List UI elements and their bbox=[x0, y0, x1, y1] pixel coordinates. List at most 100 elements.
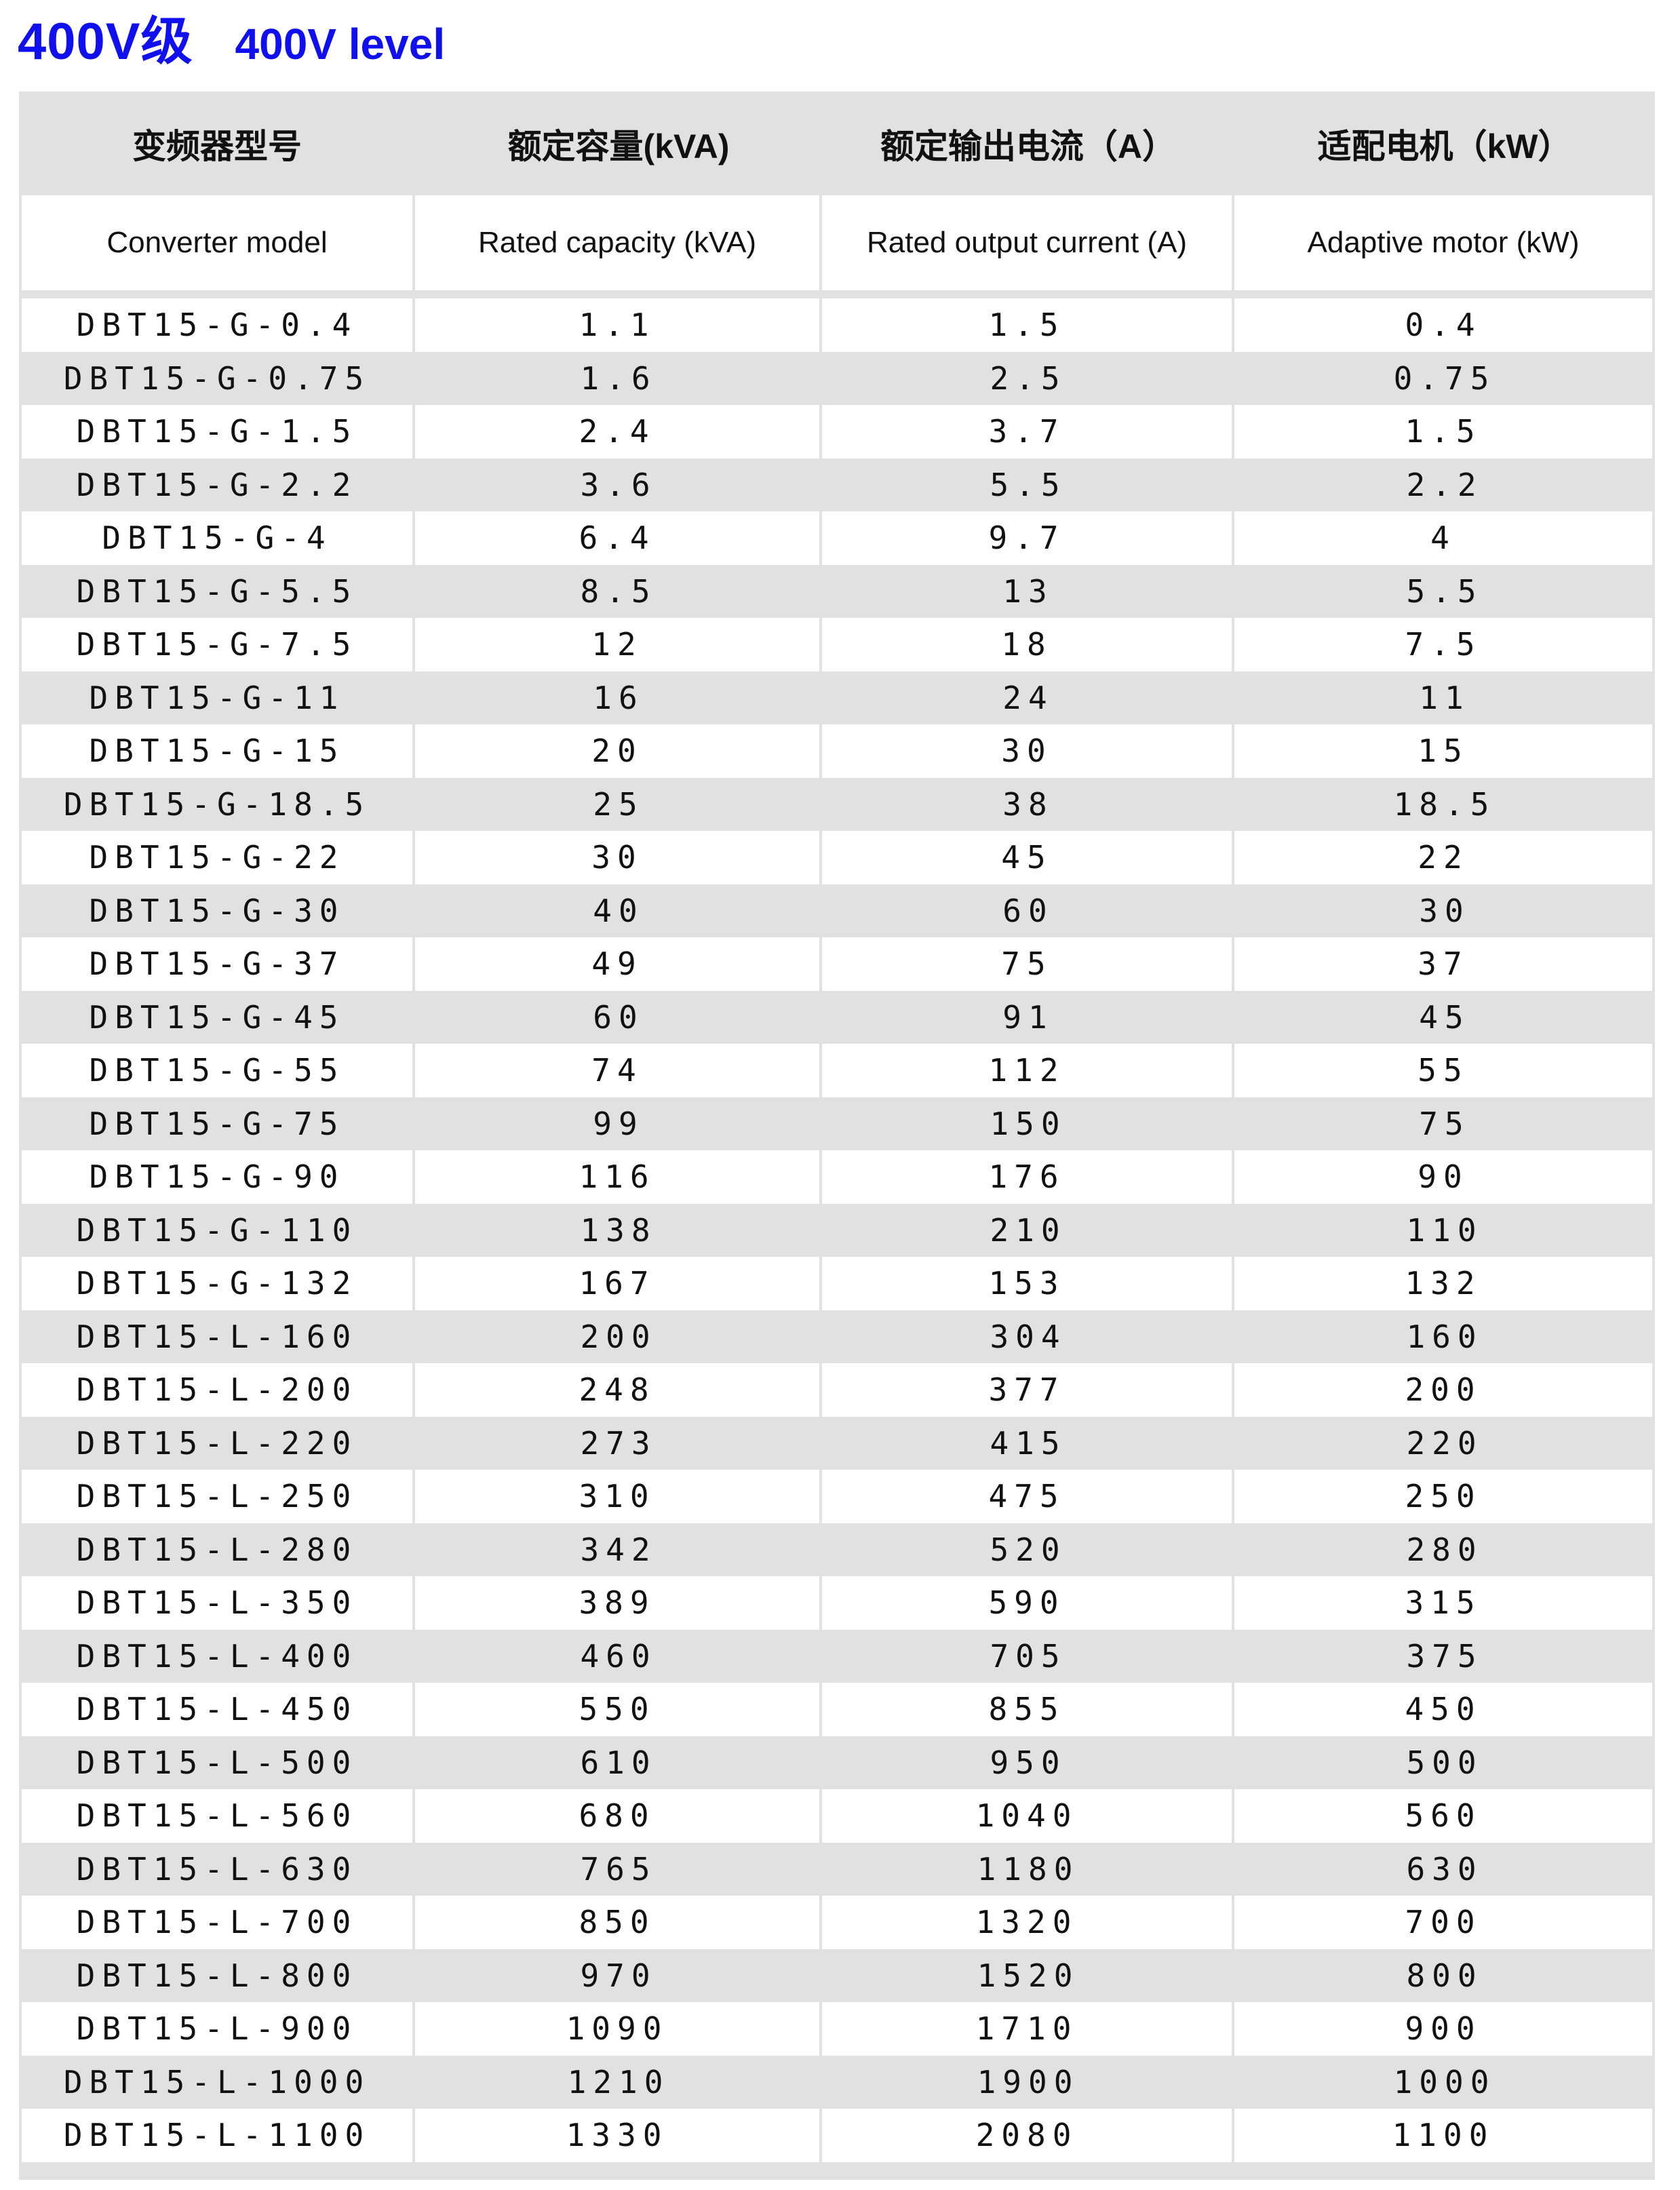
table-row: DBT15-L-900 1090 1710 900 bbox=[19, 2002, 1655, 2056]
cell-rated-capacity: 1.6 bbox=[580, 359, 657, 397]
cell-adaptive-motor: 1.5 bbox=[1234, 405, 1655, 458]
table-row: DBT15-G-18.5 25 38 18.5 bbox=[19, 777, 1655, 831]
cell-rated-output-current: 950 bbox=[990, 1744, 1067, 1781]
cell-converter-model: DBT15-L-1000 bbox=[63, 2063, 371, 2100]
cell-adaptive-motor: 15 bbox=[1234, 724, 1655, 778]
cell-converter-model: DBT15-G-132 bbox=[19, 1257, 415, 1310]
cell-adaptive-motor: 220 bbox=[1406, 1424, 1483, 1462]
cell-rated-capacity: 200 bbox=[580, 1318, 657, 1355]
cell-rated-capacity: 3.6 bbox=[580, 466, 657, 503]
cell-rated-output-current: 475 bbox=[822, 1470, 1234, 1523]
table-row: DBT15-G-37 49 75 37 bbox=[19, 937, 1655, 991]
cell-converter-model: DBT15-G-22 bbox=[19, 831, 415, 884]
cell-adaptive-motor: 30 bbox=[1419, 892, 1470, 929]
cell-rated-capacity: 765 bbox=[580, 1850, 657, 1888]
table-row: DBT15-G-55 74 112 55 bbox=[19, 1044, 1655, 1097]
cell-rated-capacity: 49 bbox=[415, 937, 822, 991]
table-row: DBT15-G-90 116 176 90 bbox=[19, 1150, 1655, 1204]
cell-adaptive-motor: 375 bbox=[1406, 1637, 1483, 1675]
cell-adaptive-motor: 55 bbox=[1234, 1044, 1655, 1097]
cell-rated-output-current: 60 bbox=[1002, 892, 1054, 929]
header-converter-model-en: Converter model bbox=[19, 195, 415, 290]
cell-rated-output-current: 1040 bbox=[822, 1789, 1234, 1843]
cell-converter-model: DBT15-G-75 bbox=[89, 1105, 345, 1142]
cell-adaptive-motor: 450 bbox=[1234, 1683, 1655, 1736]
cell-rated-output-current: 3.7 bbox=[822, 405, 1234, 458]
cell-rated-capacity: 74 bbox=[415, 1044, 822, 1097]
cell-converter-model: DBT15-L-350 bbox=[19, 1576, 415, 1630]
cell-converter-model: DBT15-L-400 bbox=[76, 1637, 358, 1675]
cell-converter-model: DBT15-G-90 bbox=[19, 1150, 415, 1204]
header-rated-output-current-en: Rated output current (A) bbox=[822, 195, 1234, 290]
cell-rated-output-current: 153 bbox=[822, 1257, 1234, 1310]
cell-rated-output-current: 75 bbox=[822, 937, 1234, 991]
cell-converter-model: DBT15-G-45 bbox=[89, 998, 345, 1036]
cell-rated-capacity: 550 bbox=[415, 1683, 822, 1736]
cell-converter-model: DBT15-L-500 bbox=[76, 1744, 358, 1781]
cell-rated-capacity: 273 bbox=[580, 1424, 657, 1462]
cell-rated-capacity: 138 bbox=[580, 1211, 657, 1249]
cell-adaptive-motor: 18.5 bbox=[1393, 785, 1496, 823]
table-row: DBT15-L-630 765 1180 630 bbox=[19, 1842, 1655, 1896]
cell-rated-output-current: 2.5 bbox=[990, 359, 1067, 397]
header-adaptive-motor-zh: 适配电机（kW） bbox=[1317, 127, 1572, 165]
cell-converter-model: DBT15-L-900 bbox=[19, 2002, 415, 2056]
cell-rated-output-current: 13 bbox=[1002, 572, 1054, 610]
table-row: DBT15-L-560 680 1040 560 bbox=[19, 1789, 1655, 1843]
table-row: DBT15-G-1.5 2.4 3.7 1.5 bbox=[19, 405, 1655, 458]
cell-rated-capacity: 2.4 bbox=[415, 405, 822, 458]
cell-rated-output-current: 1180 bbox=[977, 1850, 1080, 1888]
table-row: DBT15-L-1000 1210 1900 1000 bbox=[19, 2055, 1655, 2109]
cell-rated-capacity: 1090 bbox=[415, 2002, 822, 2056]
cell-rated-capacity: 25 bbox=[593, 785, 644, 823]
cell-rated-capacity: 60 bbox=[593, 998, 644, 1036]
table-row: DBT15-L-1100 1330 2080 1100 bbox=[19, 2109, 1655, 2162]
cell-rated-capacity: 20 bbox=[415, 724, 822, 778]
cell-converter-model: DBT15-G-110 bbox=[76, 1211, 358, 1249]
cell-rated-capacity: 99 bbox=[593, 1105, 644, 1142]
table-row: DBT15-L-250 310 475 250 bbox=[19, 1470, 1655, 1523]
cell-rated-output-current: 304 bbox=[990, 1318, 1067, 1355]
cell-converter-model: DBT15-L-560 bbox=[19, 1789, 415, 1843]
cell-rated-capacity: 310 bbox=[415, 1470, 822, 1523]
table-row: DBT15-G-75 99 150 75 bbox=[19, 1097, 1655, 1150]
cell-adaptive-motor: 22 bbox=[1234, 831, 1655, 884]
cell-adaptive-motor: 280 bbox=[1406, 1531, 1483, 1568]
cell-adaptive-motor: 560 bbox=[1234, 1789, 1655, 1843]
cell-rated-output-current: 45 bbox=[822, 831, 1234, 884]
cell-converter-model: DBT15-L-280 bbox=[76, 1531, 358, 1568]
cell-converter-model: DBT15-G-18.5 bbox=[63, 785, 371, 823]
header-adaptive-motor-en: Adaptive motor (kW) bbox=[1234, 195, 1655, 290]
cell-rated-capacity: 116 bbox=[415, 1150, 822, 1204]
cell-rated-output-current: 2080 bbox=[822, 2109, 1234, 2162]
cell-rated-output-current: 1320 bbox=[822, 1896, 1234, 1949]
table-row: DBT15-G-4 6.4 9.7 4 bbox=[19, 511, 1655, 565]
table-row: DBT15-G-30 40 60 30 bbox=[19, 884, 1655, 937]
table-row: DBT15-L-800 970 1520 800 bbox=[19, 1949, 1655, 2002]
cell-adaptive-motor: 7.5 bbox=[1234, 618, 1655, 671]
cell-rated-output-current: 91 bbox=[1002, 998, 1054, 1036]
cell-adaptive-motor: 45 bbox=[1419, 998, 1470, 1036]
cell-rated-capacity: 342 bbox=[580, 1531, 657, 1568]
cell-adaptive-motor: 1000 bbox=[1393, 2063, 1496, 2100]
cell-rated-capacity: 40 bbox=[593, 892, 644, 929]
cell-converter-model: DBT15-L-220 bbox=[76, 1424, 358, 1462]
header-separator bbox=[19, 290, 1655, 298]
cell-adaptive-motor: 160 bbox=[1406, 1318, 1483, 1355]
cell-rated-output-current: 30 bbox=[822, 724, 1234, 778]
cell-converter-model: DBT15-G-2.2 bbox=[76, 466, 358, 503]
cell-adaptive-motor: 5.5 bbox=[1406, 572, 1483, 610]
bottom-strip bbox=[19, 2162, 1655, 2180]
header-converter-model-zh: 变频器型号 bbox=[132, 127, 302, 165]
header-rated-capacity-en: Rated capacity (kVA) bbox=[415, 195, 822, 290]
cell-converter-model: DBT15-L-250 bbox=[19, 1470, 415, 1523]
cell-converter-model: DBT15-L-450 bbox=[19, 1683, 415, 1736]
cell-converter-model: DBT15-L-700 bbox=[19, 1896, 415, 1949]
cell-rated-capacity: 12 bbox=[415, 618, 822, 671]
cell-converter-model: DBT15-G-0.75 bbox=[63, 359, 371, 397]
cell-rated-capacity: 610 bbox=[580, 1744, 657, 1781]
cell-rated-capacity: 1330 bbox=[415, 2109, 822, 2162]
cell-rated-output-current: 150 bbox=[990, 1105, 1067, 1142]
table-row: DBT15-L-450 550 855 450 bbox=[19, 1683, 1655, 1736]
cell-converter-model: DBT15-G-30 bbox=[89, 892, 345, 929]
